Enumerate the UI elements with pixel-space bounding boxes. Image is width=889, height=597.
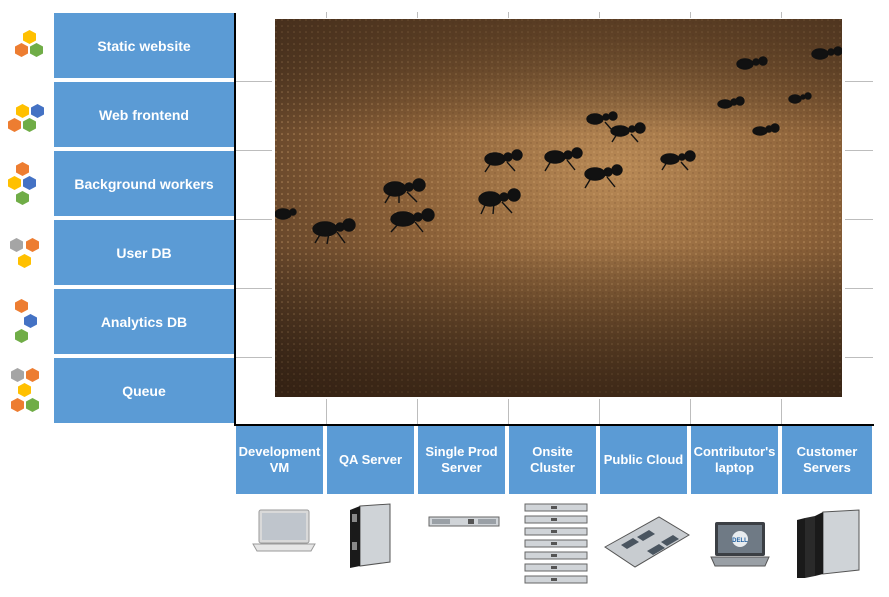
rack-server-icon [428,515,500,529]
col-label-onsite-cluster: Onsite Cluster [509,426,598,494]
hex-cluster-icon-user-db [10,238,46,272]
y-axis-line [234,13,236,426]
blade-servers-icon [795,508,865,578]
col-label-public-cloud: Public Cloud [600,426,689,494]
blade-server-icon [346,502,396,570]
dell-logo-text: DELL [732,538,748,544]
col-label-customer-servers: Customer Servers [782,426,872,494]
row-label-web-frontend: Web frontend [54,82,234,149]
col-label-development-vm: Development VM [236,426,325,494]
hex-cluster-icon-analytics-db [12,299,48,345]
col-label-contributors-laptop: Contributor's laptop [691,426,780,494]
row-label-background-workers: Background workers [54,151,234,218]
col-label-single-prod-server: Single Prod Server [418,426,507,494]
hex-cluster-icon-web-frontend [8,104,48,138]
dell-laptop-icon: DELL [709,520,771,570]
col-label-qa-server: QA Server [327,426,416,494]
row-label-queue: Queue [54,358,234,425]
motherboard-icon [603,513,691,569]
server-stack-icon [523,502,589,590]
x-axis-line [234,424,874,426]
laptop-icon [251,508,317,554]
row-label-static-website: Static website [54,13,234,80]
row-label-user-db: User DB [54,220,234,287]
ants-on-sand-photo [275,19,842,397]
row-label-analytics-db: Analytics DB [54,289,234,356]
hex-cluster-icon-static-website [12,30,48,64]
hex-cluster-icon-background-workers [8,162,48,208]
hex-cluster-icon-queue [8,368,48,414]
